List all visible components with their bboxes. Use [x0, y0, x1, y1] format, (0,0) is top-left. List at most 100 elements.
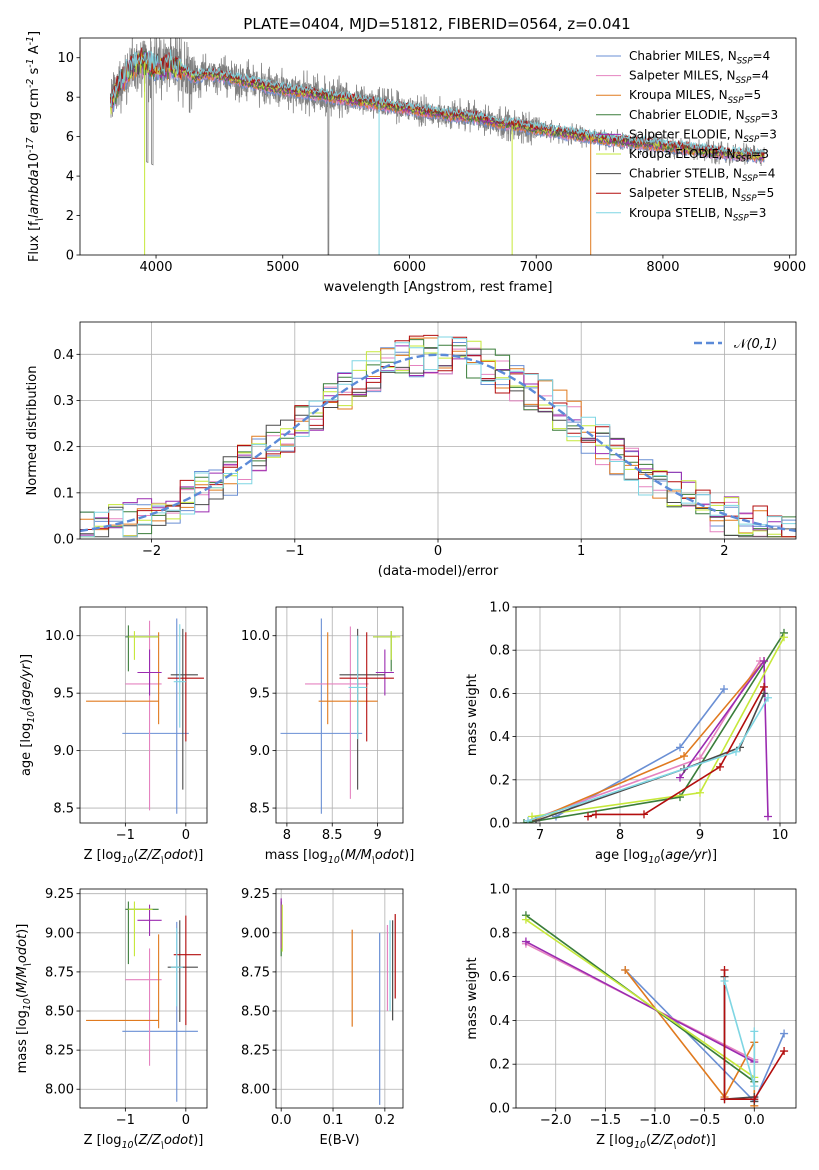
panel-age-vs-mass: 8 8.5 9 8.5 9.0 9.5 10.0 mass [log10(M/M\odot)] [241, 606, 414, 866]
x-tick-label: 9000 [773, 260, 806, 275]
x-tick-label: −0.5 [689, 1113, 721, 1128]
errorbar-point [375, 649, 394, 696]
y-tick-label: 0.3 [53, 394, 74, 409]
y-tick-label: 0.6 [489, 687, 510, 702]
plot-area [86, 618, 204, 814]
x-tick-label: 7 [536, 828, 544, 843]
legend-label: Kroupa MILES, NSSP=5 [629, 88, 761, 106]
plus-marker [760, 657, 768, 665]
axes-frame [275, 888, 404, 1109]
y-axis-label: Normed distribution [25, 366, 40, 496]
plus-marker [720, 1095, 729, 1104]
legend-label: Salpeter ELODIE, NSSP=3 [629, 127, 777, 145]
weight-line [531, 636, 785, 818]
x-tick-label: −1 [285, 544, 304, 559]
plus-marker [750, 1095, 759, 1104]
y-tick-label: 8.25 [45, 1044, 74, 1059]
errorbar-point [173, 915, 201, 1026]
x-axis-label: Z [log10(Z/Z\odot)] [84, 1133, 204, 1151]
x-tick-label: −1.5 [590, 1113, 622, 1128]
plus-marker [521, 915, 530, 924]
plus-marker [521, 937, 530, 946]
x-tick-label: 8 [616, 828, 624, 843]
axes-frame [275, 606, 404, 824]
weight-line [535, 693, 765, 822]
panel-mass-weight-vs-Z: −2.0 −1.5 −1.0 −0.5 0.0 0.0 0.2 0.4 0.6 0.8 1.0 Z [… [465, 883, 797, 1151]
plus-marker [676, 773, 684, 782]
x-tick-label: 5000 [266, 260, 299, 275]
plus-marker [760, 682, 768, 691]
y-tick-label: 9.0 [249, 744, 270, 759]
x-tick-label: 2 [720, 544, 728, 559]
plus-marker [780, 1047, 789, 1056]
y-axis-label: Flux [f\lambda10-17 erg cm-2 s-1 A-1] [25, 31, 45, 262]
plus-marker [764, 812, 772, 821]
legend-label: Chabrier STELIB, NSSP=4 [629, 167, 775, 185]
y-tick-label: 8.75 [45, 965, 74, 980]
x-tick-label: 7000 [520, 260, 553, 275]
x-tick-label: −1 [116, 1113, 135, 1128]
y-tick-label: 0.0 [53, 533, 74, 548]
plus-marker [680, 752, 688, 761]
plus-marker [780, 1029, 789, 1038]
x-tick-label: 6000 [393, 260, 426, 275]
y-tick-label: 8.00 [241, 1083, 270, 1098]
y-tick-label: 0.2 [489, 773, 510, 788]
y-tick-label: 10.0 [241, 629, 270, 644]
y-tick-label: 8.50 [45, 1005, 74, 1020]
x-tick-label: −2 [142, 544, 161, 559]
errorbar-point [318, 632, 378, 725]
plus-marker [720, 685, 728, 694]
plus-marker [716, 762, 724, 771]
axes-frame [79, 37, 797, 256]
plot-area [280, 618, 401, 814]
x-axis-label: age [log10(age/yr)] [595, 848, 717, 866]
y-axis-label: mass [log10(M/M\odot)] [15, 924, 33, 1074]
errorbar-point [125, 625, 159, 672]
y-tick-label: 1.0 [489, 601, 510, 616]
y-tick-label: 0.4 [489, 1014, 510, 1029]
y-tick-label: 8.5 [53, 802, 74, 817]
axes-frame [79, 888, 208, 1109]
panel-age-vs-Z: −1 0 8.5 9.0 9.5 10.0 Z [log10(Z/Z\odot)] age [… [19, 606, 208, 866]
weight-line [527, 660, 761, 822]
y-tick-label: 8.25 [241, 1044, 270, 1059]
axes-frame [515, 888, 797, 1109]
errorbar-point [125, 620, 162, 811]
plus-marker [592, 810, 600, 819]
plus-marker [780, 633, 788, 642]
y-tick-label: 0 [66, 249, 74, 264]
panel-mass-vs-Z: −1 0 8.00 8.25 8.50 8.75 9.00 9.25 Z [log10(Z/Z\… [15, 887, 208, 1151]
y-tick-label: 6 [66, 130, 74, 145]
plot-area [521, 911, 789, 1108]
x-tick-label: −2.0 [540, 1113, 572, 1128]
y-axis-label: mass weight [465, 957, 480, 1039]
panel-mass-weight-vs-age: 7 8 9 10 0.0 0.2 0.4 0.6 0.8 1.0 age [log10(age/yr… [465, 601, 797, 866]
plus-marker [524, 816, 532, 823]
y-tick-label: 4 [66, 170, 74, 185]
errorbar-point [167, 920, 198, 1022]
legend-label: Kroupa STELIB, NSSP=3 [629, 206, 766, 224]
y-tick-label: 2 [66, 209, 74, 224]
y-tick-label: 0.0 [489, 1102, 510, 1117]
x-tick-label: 0 [182, 828, 190, 843]
errorbar-point [86, 934, 160, 1029]
x-tick-label: 0 [182, 1113, 190, 1128]
plus-marker [732, 747, 740, 756]
x-tick-label: −1.0 [639, 1113, 671, 1128]
panel-mass-vs-EBV: 0.0 0.1 0.2 8.00 8.25 8.50 8.75 9.00 9.25 E(B-V) [241, 887, 404, 1148]
x-tick-label: 1 [577, 544, 585, 559]
y-tick-label: 0.2 [489, 1058, 510, 1073]
gaussian-curve [80, 353, 796, 533]
x-tick-label: 4000 [139, 260, 172, 275]
axes-frame [515, 606, 797, 824]
weight-line [723, 970, 785, 1100]
y-tick-label: 9.25 [45, 887, 74, 902]
y-tick-label: 8.75 [241, 965, 270, 980]
plus-marker [676, 743, 684, 752]
legend-label: Kroupa ELODIE, NSSP=3 [629, 147, 769, 165]
legend: Chabrier MILES, NSSP=4 Salpeter MILES, NS… [596, 49, 778, 223]
y-tick-label: 8 [66, 91, 74, 106]
plus-marker [720, 976, 729, 985]
